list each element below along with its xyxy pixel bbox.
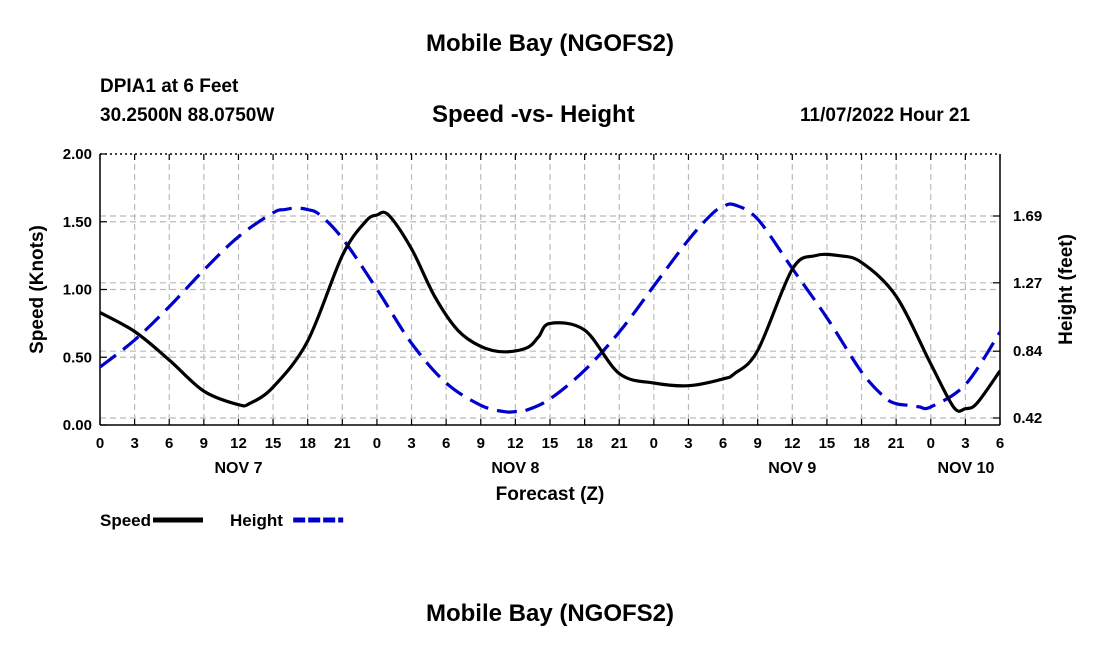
x-tick-label: 6 [165,435,173,452]
x-tick-label: 6 [996,435,1004,452]
x-tick-label: 15 [819,435,836,452]
height-series-line [100,202,1000,414]
x-tick-label: 3 [407,435,415,452]
legend-label-speed: Speed [100,511,151,530]
x-tick-label: 6 [719,435,727,452]
x-tick-label: 12 [507,435,524,452]
x-tick-label: 12 [230,435,247,452]
y-tick-label: 2.00 [63,146,92,163]
x-tick-label: 12 [784,435,801,452]
y2-tick-label: 1.27 [1013,275,1042,292]
x-date-label: NOV 10 [938,460,995,477]
x-tick-label: 18 [853,435,870,452]
x-tick-label: 0 [650,435,658,452]
x-axis-title: Forecast (Z) [496,484,605,505]
station-coordinates: 30.2500N 88.0750W [100,105,275,126]
y2-tick-label: 0.84 [1013,343,1043,360]
x-tick-label: 0 [96,435,104,452]
y-tick-label: 1.50 [63,214,92,231]
x-tick-label: 9 [754,435,762,452]
y-tick-label: 0.00 [63,417,92,434]
x-date-label: NOV 7 [214,460,262,477]
forecast-datetime: 11/07/2022 Hour 21 [800,105,971,126]
x-tick-label: 0 [373,435,381,452]
x-tick-label: 15 [542,435,559,452]
x-date-label: NOV 9 [768,460,816,477]
x-date-label: NOV 8 [491,460,539,477]
x-tick-label: 18 [299,435,316,452]
bottom-page-title: Mobile Bay (NGOFS2) [425,600,675,627]
x-tick-label: 0 [927,435,935,452]
y-tick-label: 0.50 [63,349,92,366]
y-tick-label: 1.00 [63,282,92,299]
x-tick-label: 21 [888,435,905,452]
x-tick-label: 3 [130,435,138,452]
y2-tick-label: 1.69 [1013,208,1042,225]
x-tick-label: 21 [611,435,628,452]
y-axis-title: Speed (Knots) [27,225,48,354]
x-tick-label: 21 [334,435,351,452]
x-tick-label: 9 [200,435,208,452]
x-tick-label: 3 [684,435,692,452]
speed-series-line [100,210,1000,413]
x-tick-label: 18 [576,435,593,452]
y2-axis-title: Height (feet) [1056,234,1077,345]
station-label: DPIA1 at 6 Feet [100,76,239,97]
x-tick-label: 9 [477,435,485,452]
chart-subtitle: Speed -vs- Height [432,101,635,128]
y2-tick-label: 0.42 [1013,410,1042,427]
legend-label-height: Height [230,511,283,530]
x-tick-label: 3 [961,435,969,452]
x-tick-label: 15 [265,435,282,452]
x-tick-label: 6 [442,435,450,452]
page-title: Mobile Bay (NGOFS2) [425,30,675,57]
